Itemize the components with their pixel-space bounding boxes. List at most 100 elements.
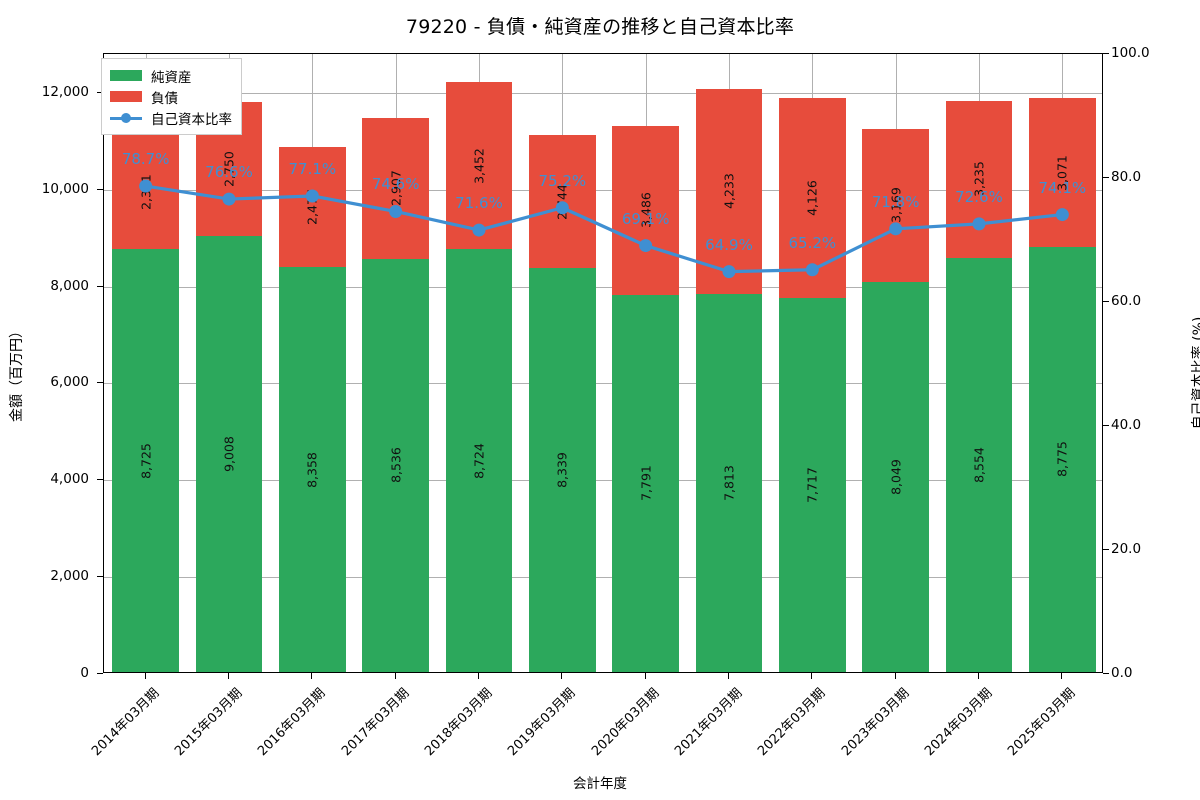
gridline-y <box>104 92 1102 94</box>
legend-item[interactable]: 純資産 <box>110 65 232 86</box>
bar-stack[interactable]: 7,813 4,233 <box>695 88 763 672</box>
gridline-y <box>104 383 1102 385</box>
ratio-line-series <box>139 179 1069 279</box>
bar-segment-equity[interactable]: 8,554 <box>945 257 1013 672</box>
gridline-y <box>104 577 1102 579</box>
x-tick-mark <box>1061 673 1063 679</box>
y-tick-label-left: 6,000 <box>50 374 89 391</box>
bar-segment-equity[interactable]: 7,791 <box>612 294 679 672</box>
ratio-marker[interactable] <box>222 192 236 206</box>
ratio-marker[interactable] <box>555 201 569 215</box>
x-tick-mark <box>228 673 229 679</box>
ratio-value-label: 71.8% <box>871 192 920 211</box>
ratio-marker[interactable] <box>472 223 486 237</box>
bar-stack[interactable]: 7,791 3,486 <box>612 125 679 672</box>
bar-segment-equity[interactable]: 8,536 <box>362 258 429 672</box>
ratio-value-label: 74.6% <box>371 175 420 194</box>
ratio-marker[interactable] <box>639 239 653 253</box>
legend-label: 負債 <box>151 90 178 107</box>
gridline-y <box>104 286 1102 288</box>
bar-stack[interactable]: 8,724 3,452 <box>445 82 513 672</box>
x-tick-mark <box>561 673 563 679</box>
bar-stack[interactable]: 8,3392,744 <box>529 135 596 672</box>
x-tick-label: 2017年03月期 <box>338 685 413 760</box>
bar-segment-liability[interactable]: 4,233 <box>695 88 763 294</box>
y-tick-label-right: 100.0 <box>1111 45 1150 61</box>
bar-segment-liability[interactable]: 2,477 <box>279 147 346 268</box>
y-tick-mark-left <box>97 188 103 190</box>
bar-segment-equity[interactable]: 8,358 <box>279 267 346 672</box>
legend-item[interactable]: 自己資本比率 <box>110 107 232 128</box>
ratio-marker[interactable] <box>722 265 736 279</box>
bar-segment-equity[interactable]: 7,813 <box>695 293 763 672</box>
y-tick-mark-right <box>1103 673 1109 674</box>
ratio-value-label: 76.6% <box>205 163 253 182</box>
x-tick-mark <box>894 673 896 679</box>
bar-segment-liability[interactable]: 3,169 <box>862 128 929 283</box>
x-tick-mark <box>394 673 396 679</box>
y-tick-label-left: 2,000 <box>50 568 89 585</box>
x-tick-label: 2019年03月期 <box>505 685 579 760</box>
legend-swatch-icon <box>110 91 142 102</box>
y-tick-label-left: 10,000 <box>41 180 89 197</box>
ratio-marker[interactable] <box>1055 208 1069 222</box>
bar-segment-liability[interactable]: 2,907 <box>362 117 429 259</box>
y-tick-mark-right <box>1103 549 1109 550</box>
ratio-value-label: 69.1% <box>621 209 670 228</box>
bar-segment-equity[interactable]: 8,049 <box>862 282 929 672</box>
ratio-value-label: 72.6% <box>955 187 1003 206</box>
x-tick-label: 2016年03月期 <box>255 685 329 760</box>
x-tick-mark <box>478 673 479 679</box>
bar-stack[interactable]: 8,554 3,235 <box>945 100 1013 672</box>
ratio-marker[interactable] <box>889 222 903 236</box>
bar-stack[interactable]: 8,049 3,169 <box>862 128 929 672</box>
x-axis-label: 会計年度 <box>573 776 627 792</box>
bar-segment-equity[interactable]: 8,339 <box>529 268 596 672</box>
x-tick-label: 2021年03月期 <box>672 685 746 760</box>
bar-segment-equity[interactable]: 9,008 <box>195 235 263 672</box>
y-tick-mark-right <box>1103 53 1109 54</box>
ratio-marker[interactable] <box>389 204 403 218</box>
legend-label: 純資産 <box>151 69 192 86</box>
ratio-marker[interactable] <box>139 179 153 193</box>
bar-stack[interactable]: 8,536 2,907 <box>362 117 429 672</box>
y-tick-label-right: 40.0 <box>1111 417 1142 433</box>
bar-segment-equity[interactable]: 7,717 <box>779 298 846 672</box>
bar-stack[interactable]: 8,358 2,477 <box>279 147 346 672</box>
bar-segment-equity[interactable]: 8,775 <box>1029 246 1096 672</box>
bar-segment-liability[interactable]: 3,486 <box>612 125 679 295</box>
ratio-value-label: 64.9% <box>705 235 753 254</box>
gridline-y <box>104 189 1102 191</box>
x-tick-label: 2018年03月期 <box>422 685 496 760</box>
chart-legend: 純資産負債自己資本比率 <box>101 58 242 135</box>
ratio-marker[interactable] <box>972 217 986 231</box>
ratio-marker[interactable] <box>805 263 819 277</box>
legend-label: 自己資本比率 <box>151 111 232 128</box>
bar-stack[interactable]: 8,775 3,071 <box>1029 98 1096 672</box>
chart-title: 79220 - 負債・純資産の推移と自己資本比率 <box>405 16 795 38</box>
ratio-line-path <box>144 184 1064 274</box>
x-tick-mark <box>978 673 979 679</box>
x-tick-label: 2015年03月期 <box>172 685 246 760</box>
y-tick-mark-left <box>97 285 103 287</box>
bar-segment-equity[interactable]: 8,725 <box>112 249 179 672</box>
x-tick-label: 2023年03月期 <box>838 685 913 760</box>
y-tick-mark-left <box>97 576 103 578</box>
x-tick-mark <box>811 673 813 679</box>
y-axis-label-left: 金額（百万円） <box>9 324 25 422</box>
y-tick-mark-right <box>1103 177 1109 178</box>
ratio-value-label: 71.6% <box>455 194 503 213</box>
plot-area: 8,7252,3619,0082,7508,3582,4778,5362,907… <box>103 53 1103 673</box>
bar-segment-liability[interactable]: 3,071 <box>1029 98 1096 247</box>
ratio-marker[interactable] <box>305 189 319 203</box>
legend-item[interactable]: 負債 <box>110 86 232 107</box>
legend-line-marker-icon <box>110 112 142 123</box>
y-tick-label-left: 0 <box>80 665 89 681</box>
bar-segment-liability[interactable]: 3,452 <box>445 82 513 250</box>
x-tick-mark <box>144 673 146 679</box>
ratio-value-label: 75.2% <box>538 171 587 190</box>
bar-segment-equity[interactable]: 8,724 <box>445 249 513 672</box>
gridline-y <box>104 480 1102 482</box>
bar-segment-liability[interactable]: 3,235 <box>945 100 1013 258</box>
